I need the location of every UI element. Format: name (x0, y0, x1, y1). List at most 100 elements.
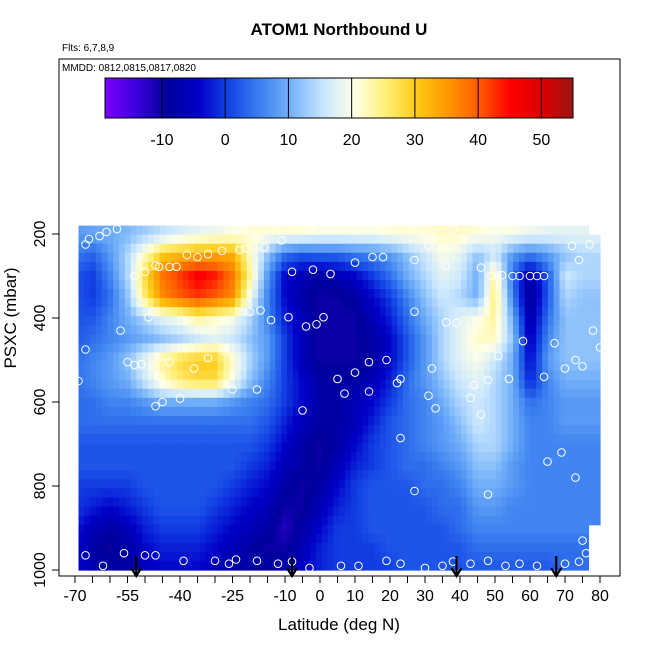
heatmap-cell (513, 243, 520, 254)
heatmap-cell (234, 289, 242, 299)
heatmap-cell (95, 497, 103, 508)
heatmap-cell (130, 316, 138, 326)
heatmap-cell (559, 424, 566, 435)
heatmap-cell (84, 298, 91, 308)
heatmap-cell (153, 406, 161, 417)
heatmap-cell (402, 370, 410, 381)
heatmap-cell (113, 470, 120, 480)
x-tick-label: 60 (521, 588, 539, 605)
colorbar-swatch (389, 78, 394, 118)
heatmap-cell (124, 406, 132, 417)
heatmap-cell (547, 234, 555, 245)
heatmap-cell (379, 388, 387, 399)
heatmap-cell (159, 252, 167, 263)
heatmap-cell (188, 470, 195, 480)
heatmap-cell (571, 488, 578, 499)
heatmap-cell (460, 388, 468, 399)
heatmap-cell (333, 307, 340, 317)
heatmap-cell (304, 225, 311, 236)
observation-point (252, 385, 262, 394)
heatmap-cell (310, 452, 317, 462)
heatmap-cell (78, 234, 85, 245)
heatmap-cell (530, 279, 537, 290)
heatmap-cell (258, 279, 265, 290)
heatmap-cell (292, 352, 300, 363)
heatmap-cell (223, 524, 230, 535)
heatmap-cell (397, 415, 404, 426)
heatmap-cell (530, 406, 537, 417)
heatmap-cell (588, 443, 595, 453)
heatmap-cell (194, 524, 201, 535)
heatmap-cell (165, 225, 172, 236)
heatmap-cell (594, 361, 601, 372)
heatmap-cell (119, 298, 126, 308)
heatmap-cell (379, 379, 387, 390)
colorbar-swatch (266, 78, 270, 118)
colorbar-swatch (225, 78, 229, 118)
heatmap-cell (356, 289, 364, 299)
heatmap-cell (182, 515, 190, 526)
heatmap-cell (397, 406, 404, 417)
heatmap-cell (350, 234, 358, 245)
heatmap-cell (374, 243, 381, 254)
heatmap-cell (304, 415, 311, 426)
heatmap-cell (431, 461, 439, 471)
heatmap-cell (368, 397, 375, 408)
heatmap-cell (188, 524, 195, 535)
heatmap-cell (275, 506, 282, 517)
heatmap-cell (205, 443, 213, 453)
heatmap-cell (408, 334, 416, 345)
heatmap-cell (234, 415, 242, 426)
heatmap-cell (78, 289, 85, 299)
heatmap-cell (153, 388, 161, 399)
heatmap-cell (229, 370, 236, 381)
heatmap-cell (460, 406, 468, 417)
heatmap-cell (362, 479, 369, 490)
heatmap-cell (402, 289, 410, 299)
heatmap-cell (188, 488, 195, 499)
heatmap-cell (565, 551, 572, 562)
heatmap-cell (90, 515, 97, 526)
heatmap-cell (518, 542, 526, 553)
heatmap-cell (292, 243, 300, 254)
heatmap-cell (402, 397, 410, 408)
heatmap-cell (588, 461, 595, 471)
heatmap-cell (426, 270, 433, 281)
heatmap-cell (588, 452, 595, 462)
heatmap-cell (350, 370, 358, 381)
heatmap-cell (298, 370, 306, 381)
heatmap-cell (374, 533, 381, 544)
heatmap-cell (310, 415, 317, 426)
heatmap-cell (205, 361, 213, 372)
colorbar-swatch (569, 78, 574, 118)
heatmap-cell (518, 225, 526, 236)
heatmap-cell (304, 452, 311, 462)
heatmap-cell (547, 415, 555, 426)
heatmap-cell (252, 515, 259, 526)
heatmap-cell (223, 406, 230, 417)
heatmap-cell (263, 524, 271, 535)
heatmap-cell (443, 307, 450, 317)
heatmap-cell (356, 234, 364, 245)
heatmap-cell (426, 434, 433, 444)
observation-point (102, 227, 111, 237)
heatmap-cell (443, 289, 450, 299)
heatmap-cell (582, 316, 590, 326)
heatmap-cell (362, 343, 369, 354)
heatmap-cell (136, 270, 143, 281)
heatmap-cell (107, 361, 114, 372)
heatmap-cell (431, 343, 439, 354)
heatmap-cell (182, 542, 190, 553)
colorbar-swatch (127, 78, 131, 118)
heatmap-cell (472, 379, 479, 390)
heatmap-cell (350, 542, 358, 553)
colorbar-swatch (272, 78, 277, 118)
heatmap-cell (565, 470, 572, 480)
heatmap-cell (362, 316, 369, 326)
heatmap-cell (130, 506, 138, 517)
heatmap-cell (449, 488, 456, 499)
heatmap-cell (345, 415, 352, 426)
heatmap-cell (594, 270, 601, 281)
heatmap-cell (391, 497, 398, 508)
heatmap-cell (443, 225, 450, 236)
